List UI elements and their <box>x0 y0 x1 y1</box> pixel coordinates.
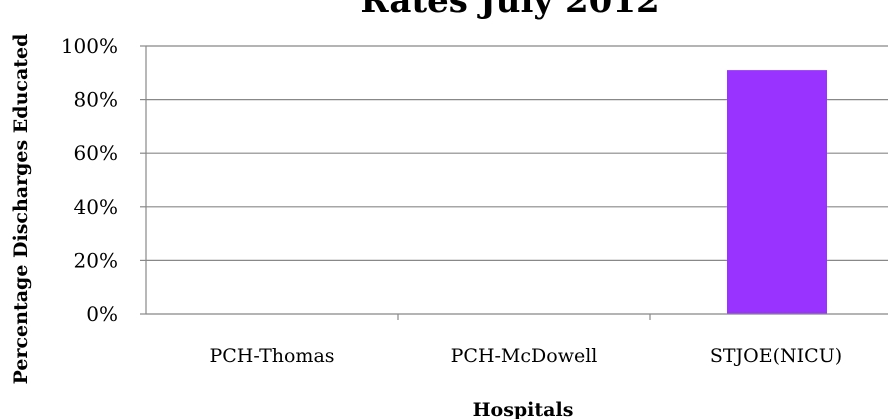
x-tick-labels: PCH-Thomas PCH-McDowell STJOE(NICU) <box>209 345 842 367</box>
y-tick-label: 0% <box>86 302 118 326</box>
y-tick-label: 60% <box>74 141 118 165</box>
y-tick-label: 40% <box>74 195 118 219</box>
x-tick-label: STJOE(NICU) <box>710 345 842 367</box>
axes <box>140 45 888 320</box>
x-tick-label: PCH-Thomas <box>209 345 334 367</box>
chart-title: Rates July 2012 <box>360 0 659 21</box>
x-tick-label: PCH-McDowell <box>451 345 598 367</box>
y-tick-labels: 0% 20% 40% 60% 80% 100% <box>61 34 118 326</box>
y-tick-label: 100% <box>61 34 118 58</box>
bar-stjoe-nicu- <box>727 70 827 315</box>
y-axis-label: Percentage Discharges Educated <box>10 34 32 385</box>
y-tick-label: 20% <box>74 248 118 272</box>
x-axis-label: Hospitals <box>473 399 574 419</box>
bars <box>727 70 827 315</box>
y-tick-label: 80% <box>74 88 118 112</box>
